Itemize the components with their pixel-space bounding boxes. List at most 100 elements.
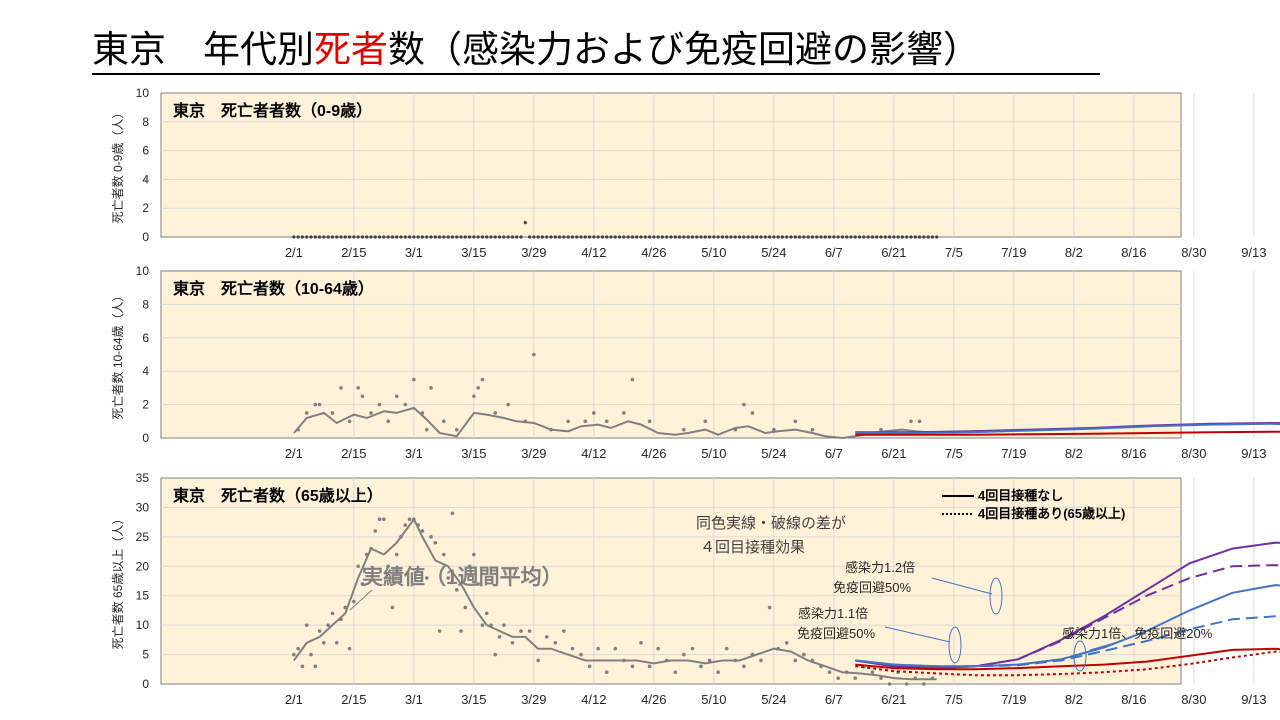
x-tick-label: 9/13: [1241, 692, 1266, 707]
actual-point: [480, 235, 485, 239]
actual-point: [793, 235, 797, 239]
x-tick-label: 3/29: [521, 446, 546, 461]
actual-point: [532, 352, 536, 357]
x-tick-label: 4/12: [581, 245, 606, 260]
actual-point: [686, 235, 690, 239]
x-tick-label: 2/15: [341, 692, 366, 707]
actual-point: [330, 611, 335, 616]
actual-point: [759, 235, 763, 239]
x-tick-label: 8/16: [1121, 245, 1146, 260]
actual-point: [643, 235, 647, 239]
x-tick-label: 7/5: [945, 446, 963, 461]
actual-point: [622, 411, 626, 415]
actual-point: [784, 641, 789, 645]
actual-point: [300, 235, 305, 239]
x-tick-label: 4/26: [641, 692, 666, 707]
actual-point: [677, 235, 682, 239]
actual-point: [810, 235, 815, 239]
x-tick-label: 5/24: [761, 446, 786, 461]
actual-point: [639, 641, 643, 645]
chart-title: 東京 死亡者数（10-64歳）: [173, 279, 374, 298]
actual-point: [767, 235, 772, 239]
actual-point: [630, 664, 635, 669]
actual-point: [450, 511, 455, 516]
actual-point: [622, 235, 626, 239]
actual-point: [317, 402, 322, 407]
actual-point: [545, 235, 549, 239]
x-tick-label: 2/15: [341, 446, 366, 461]
actual-point: [724, 646, 729, 651]
actual-point: [322, 641, 326, 645]
actual-point: [292, 652, 296, 657]
x-tick-label: 2/1: [285, 692, 303, 707]
actual-point: [352, 235, 356, 239]
note-line-2: ４回目接種効果: [700, 539, 805, 556]
actual-point: [609, 235, 613, 239]
actual-point: [437, 629, 442, 633]
label-s11-line2: 免疫回避50%: [797, 626, 875, 641]
actual-point: [682, 427, 686, 432]
actual-point: [596, 646, 600, 651]
actual-point: [904, 682, 909, 686]
actual-point: [484, 611, 489, 616]
actual-point: [390, 605, 395, 610]
leader-s10: [1089, 641, 1119, 651]
actual-point: [699, 664, 703, 669]
actual-point: [630, 235, 635, 239]
x-tick-label: 3/15: [461, 692, 486, 707]
y-tick-label: 2: [142, 398, 149, 412]
label-s12-line1: 感染力1.2倍: [845, 560, 915, 575]
actual-point: [544, 635, 549, 639]
actual-point: [665, 235, 669, 239]
actual-point: [887, 235, 892, 239]
title-underline: [92, 73, 1100, 75]
actual-point: [922, 235, 926, 239]
actual-point: [395, 235, 399, 239]
actual-point: [463, 605, 468, 610]
actual-point: [365, 235, 369, 239]
actual-point: [720, 235, 725, 239]
actual-point: [429, 235, 433, 239]
actual-point: [737, 235, 742, 239]
actual-point: [917, 235, 922, 239]
actual-point: [519, 629, 523, 633]
actual-point: [639, 235, 643, 239]
actual-point: [806, 235, 810, 239]
actual-point: [412, 377, 416, 382]
actual-point: [540, 235, 545, 239]
actual-point: [836, 235, 840, 239]
actual-point: [480, 377, 485, 382]
x-tick-label: 3/1: [405, 692, 423, 707]
x-tick-label: 9/13: [1241, 446, 1266, 461]
actual-point: [309, 235, 313, 239]
actual-point: [497, 235, 502, 239]
actual-point: [433, 235, 437, 239]
x-tick-label: 5/10: [701, 245, 726, 260]
x-tick-label: 3/1: [405, 245, 423, 260]
x-tick-label: 8/16: [1121, 692, 1146, 707]
actual-point: [472, 235, 476, 239]
actual-point: [317, 629, 322, 633]
actual-point: [373, 529, 378, 533]
x-tick-label: 4/12: [581, 692, 606, 707]
actual-point: [879, 235, 883, 239]
actual-point: [647, 664, 652, 669]
actual-point: [313, 664, 318, 669]
y-tick-label: 0: [142, 230, 149, 244]
actual-point: [527, 629, 532, 633]
chart-title: 東京 死亡者数（65歳以上）: [173, 486, 383, 505]
chart-title: 東京 死亡者者数（0-9歳）: [173, 101, 372, 120]
actual-point: [347, 419, 352, 424]
actual-point: [433, 540, 438, 545]
actual-point: [360, 235, 365, 239]
actual-point: [557, 235, 562, 239]
actual-point: [493, 235, 497, 239]
actual-point: [707, 658, 712, 663]
actual-point: [377, 402, 382, 407]
y-tick-label: 10: [136, 264, 150, 278]
page-title: 東京 年代別死者数（感染力および免疫回避の影響）: [92, 26, 1100, 76]
x-tick-label: 4/26: [641, 245, 666, 260]
actual-weekly-avg-line: [293, 406, 937, 440]
actual-point: [870, 670, 875, 675]
actual-point: [360, 394, 365, 399]
